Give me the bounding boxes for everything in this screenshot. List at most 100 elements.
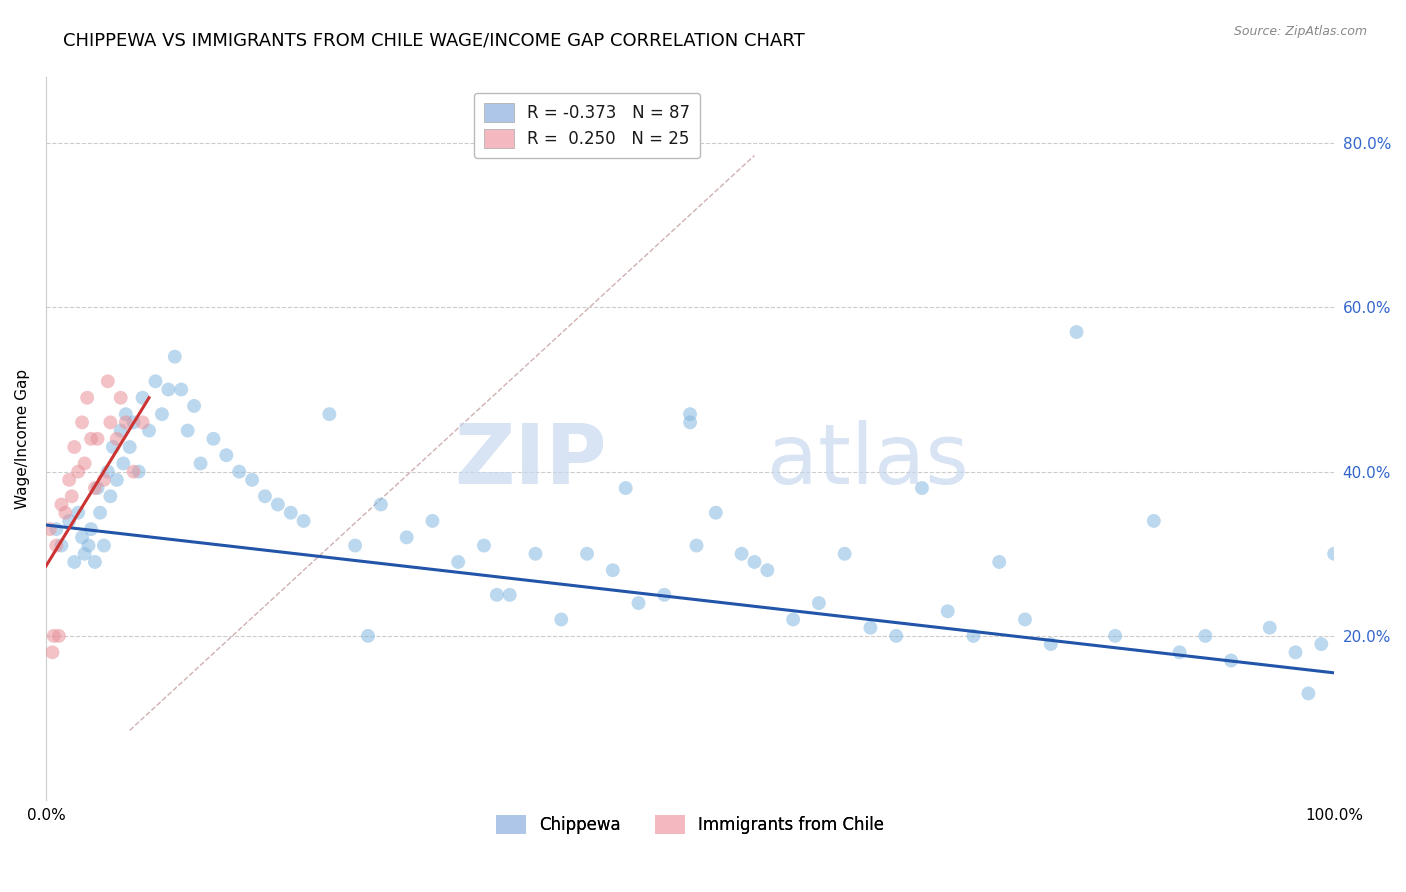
Point	[1143, 514, 1166, 528]
Point	[86, 481, 108, 495]
Point	[627, 596, 650, 610]
Point	[911, 481, 934, 495]
Legend: Chippewa, Immigrants from Chile: Chippewa, Immigrants from Chile	[488, 806, 893, 842]
Point	[859, 621, 882, 635]
Text: Source: ZipAtlas.com: Source: ZipAtlas.com	[1233, 25, 1367, 38]
Point	[240, 473, 263, 487]
Point	[357, 629, 380, 643]
Point	[1168, 645, 1191, 659]
Point	[292, 514, 315, 528]
Point	[73, 457, 96, 471]
Point	[318, 407, 340, 421]
Point	[228, 465, 250, 479]
Point	[93, 539, 115, 553]
Point	[76, 391, 98, 405]
Point	[138, 424, 160, 438]
Point	[42, 629, 65, 643]
Point	[73, 547, 96, 561]
Point	[550, 612, 572, 626]
Point	[77, 539, 100, 553]
Point	[157, 383, 180, 397]
Point	[782, 612, 804, 626]
Point	[97, 465, 120, 479]
Point	[679, 416, 702, 430]
Point	[395, 530, 418, 544]
Point	[1014, 612, 1036, 626]
Point	[183, 399, 205, 413]
Point	[1258, 621, 1281, 635]
Point	[170, 383, 193, 397]
Point	[1310, 637, 1333, 651]
Point	[1323, 547, 1346, 561]
Point	[48, 629, 70, 643]
Point	[744, 555, 766, 569]
Point	[80, 522, 103, 536]
Point	[1066, 325, 1088, 339]
Point	[176, 424, 198, 438]
Point	[67, 465, 90, 479]
Point	[884, 629, 907, 643]
Point	[730, 547, 752, 561]
Point	[58, 473, 80, 487]
Point	[115, 416, 138, 430]
Point	[267, 498, 290, 512]
Text: CHIPPEWA VS IMMIGRANTS FROM CHILE WAGE/INCOME GAP CORRELATION CHART: CHIPPEWA VS IMMIGRANTS FROM CHILE WAGE/I…	[63, 31, 806, 49]
Point	[122, 465, 145, 479]
Point	[652, 588, 675, 602]
Point	[84, 555, 107, 569]
Point	[1039, 637, 1062, 651]
Point	[105, 473, 128, 487]
Point	[834, 547, 856, 561]
Point	[131, 416, 153, 430]
Point	[128, 465, 150, 479]
Point	[936, 604, 959, 618]
Point	[150, 407, 173, 421]
Point	[80, 432, 103, 446]
Point	[70, 416, 93, 430]
Point	[118, 440, 141, 454]
Point	[45, 539, 67, 553]
Point	[97, 374, 120, 388]
Point	[53, 506, 76, 520]
Point	[215, 448, 238, 462]
Point	[447, 555, 470, 569]
Point	[756, 563, 779, 577]
Point	[602, 563, 624, 577]
Point	[614, 481, 637, 495]
Point	[100, 416, 122, 430]
Point	[1284, 645, 1306, 659]
Point	[472, 539, 495, 553]
Point	[112, 457, 135, 471]
Point	[988, 555, 1011, 569]
Point	[576, 547, 599, 561]
Point	[163, 350, 186, 364]
Point	[122, 416, 145, 430]
Point	[93, 473, 115, 487]
Y-axis label: Wage/Income Gap: Wage/Income Gap	[15, 368, 30, 508]
Point	[131, 391, 153, 405]
Point	[704, 506, 727, 520]
Text: atlas: atlas	[768, 420, 969, 501]
Point	[685, 539, 707, 553]
Point	[110, 391, 132, 405]
Point	[105, 432, 128, 446]
Point	[1220, 654, 1243, 668]
Point	[115, 407, 138, 421]
Point	[86, 432, 108, 446]
Point	[344, 539, 367, 553]
Point	[63, 440, 86, 454]
Point	[253, 489, 276, 503]
Point	[679, 407, 702, 421]
Point	[1298, 686, 1320, 700]
Point	[89, 506, 111, 520]
Point	[962, 629, 984, 643]
Point	[1194, 629, 1216, 643]
Point	[67, 506, 90, 520]
Point	[84, 481, 107, 495]
Point	[280, 506, 302, 520]
Point	[45, 522, 67, 536]
Point	[524, 547, 547, 561]
Point	[60, 489, 83, 503]
Point	[58, 514, 80, 528]
Point	[110, 424, 132, 438]
